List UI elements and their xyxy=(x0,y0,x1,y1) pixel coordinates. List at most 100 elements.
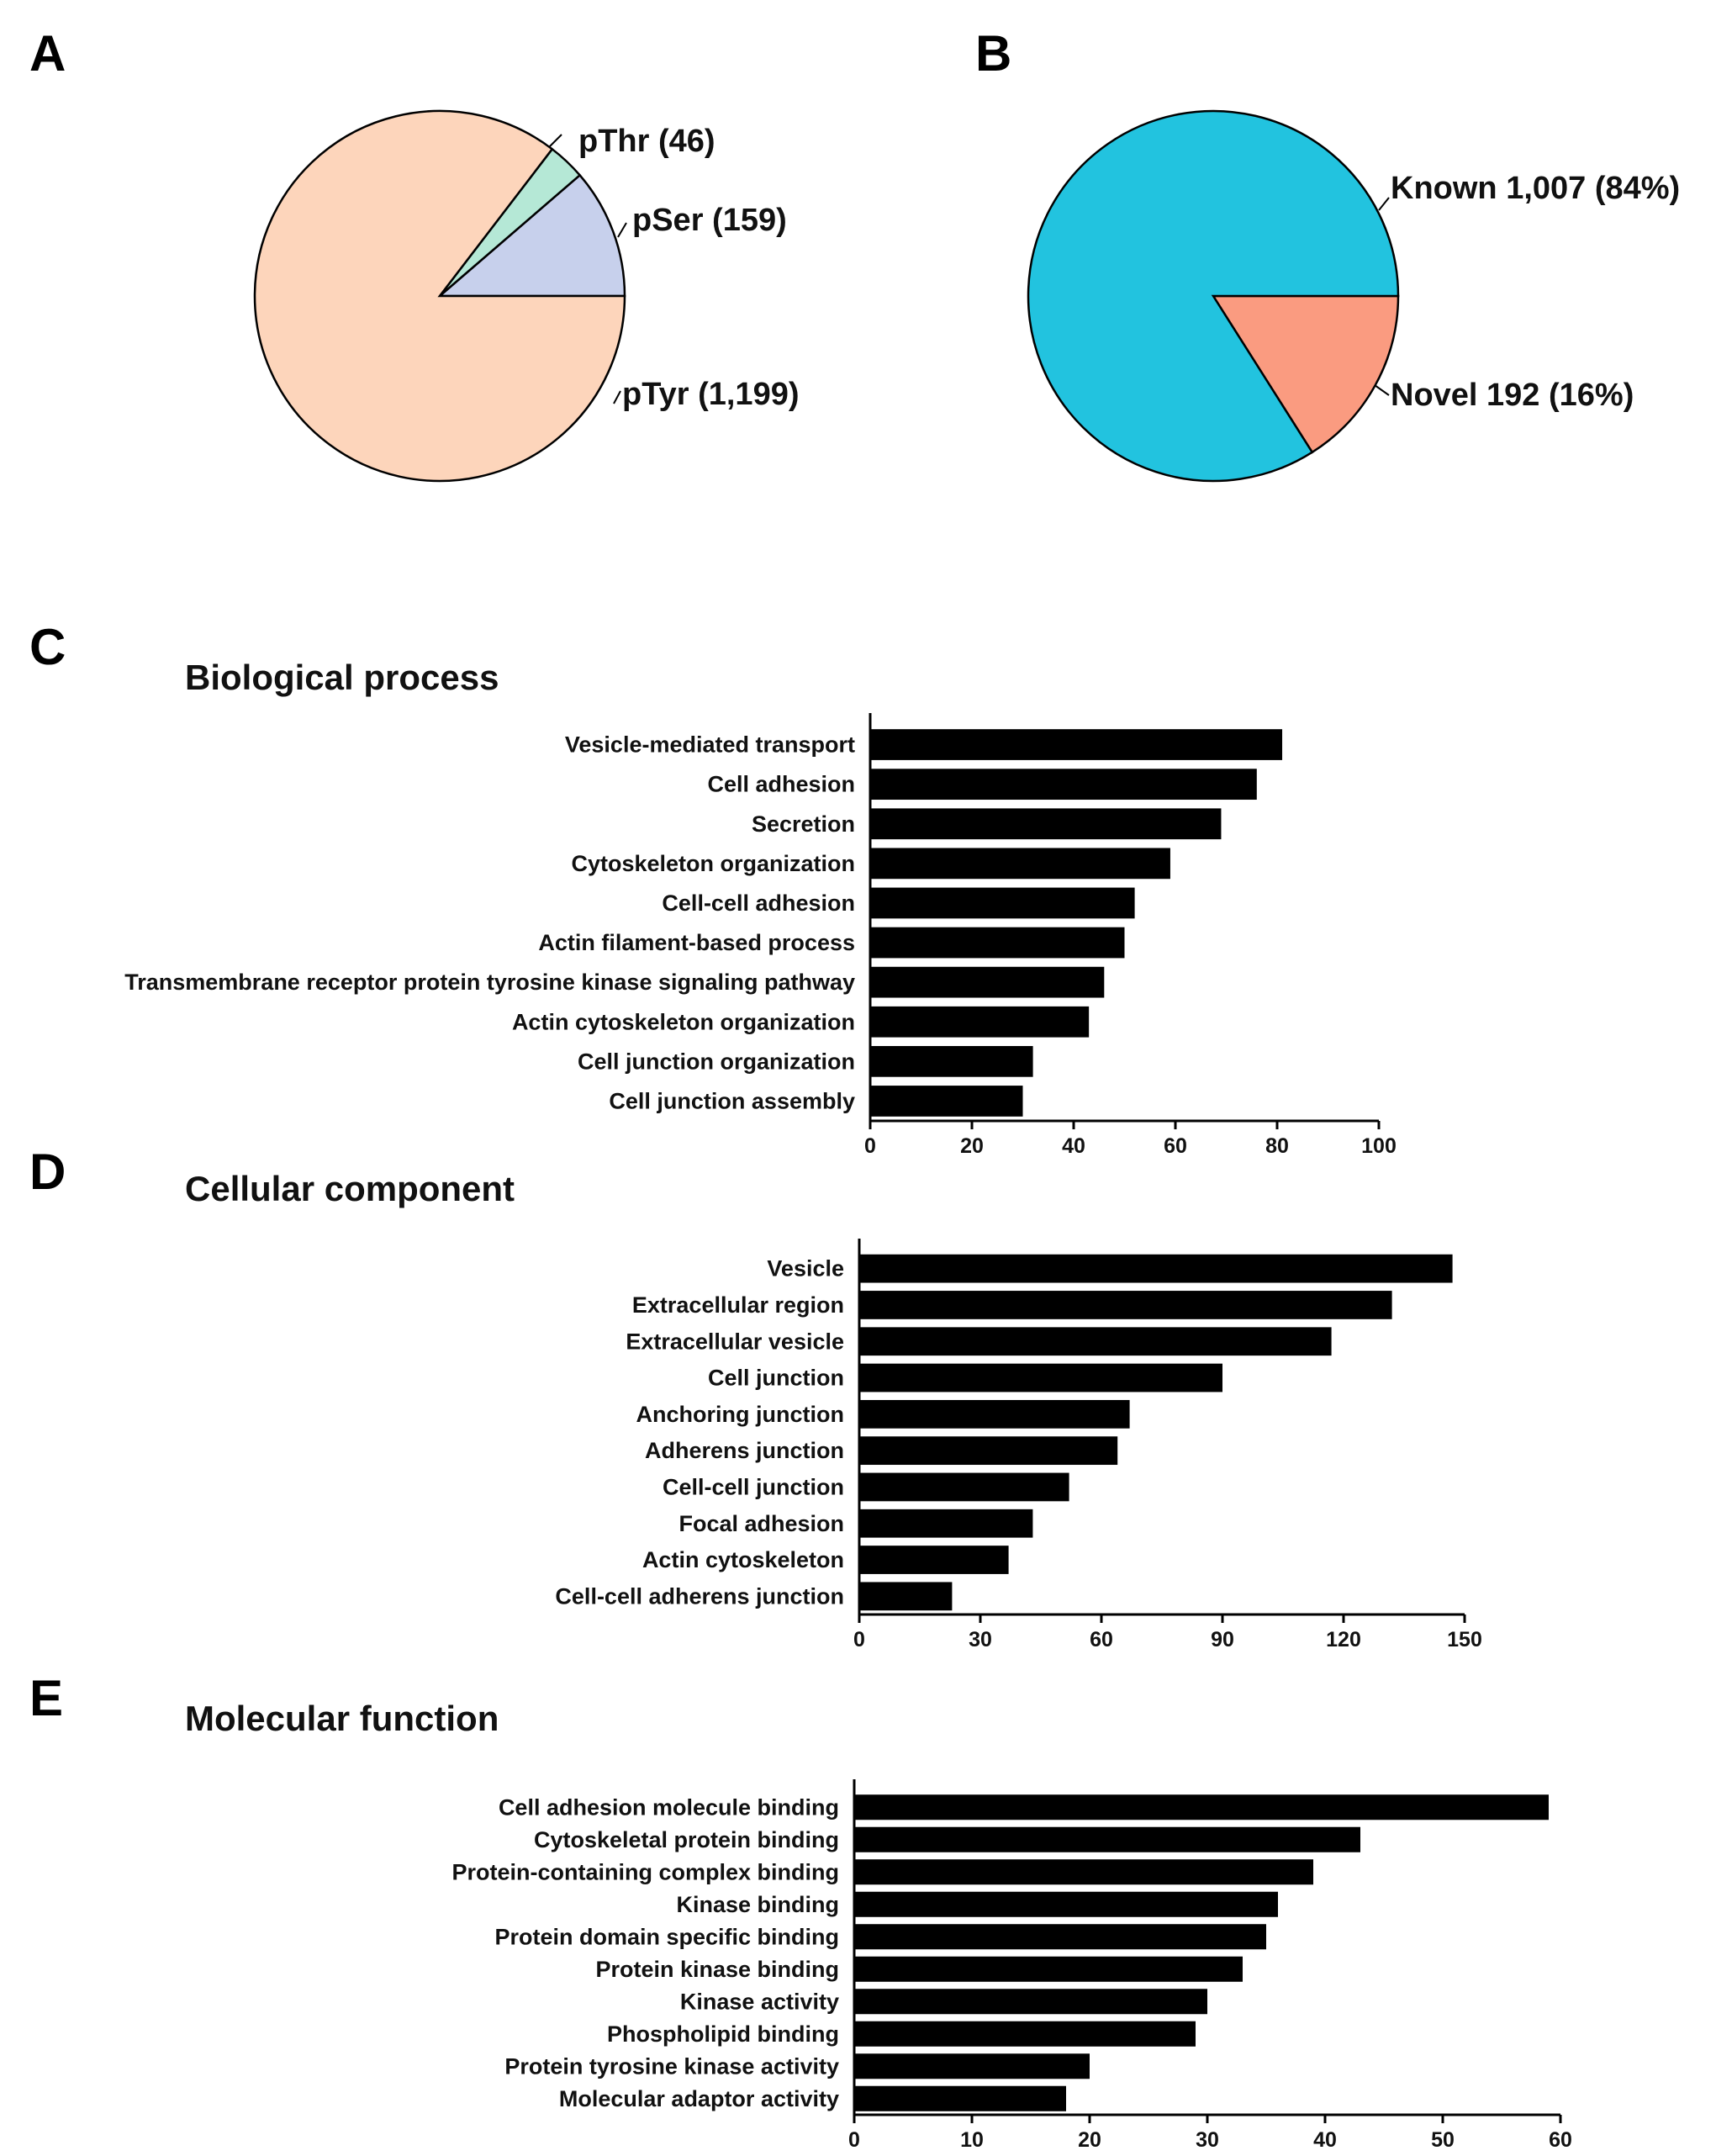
bar-chart-cellular-component: Vesicle Extracellular region Extracellular… xyxy=(555,1239,1482,1651)
bar-protein-domain-specific-binding xyxy=(854,1924,1266,1950)
category-label: Adherens junction xyxy=(645,1438,844,1463)
pie-leader-line xyxy=(617,222,627,238)
x-tick-label: 80 xyxy=(1265,1134,1289,1158)
bar-actin-cytoskeleton-organization xyxy=(870,1006,1090,1038)
bar-cell-junction xyxy=(859,1363,1222,1392)
panel-letter-d: D xyxy=(29,1144,66,1200)
category-label: Transmembrane receptor protein tyrosine … xyxy=(124,970,855,995)
panel-title-molecular-function: Molecular function xyxy=(185,1699,499,1738)
category-label: Actin cytoskeleton organization xyxy=(512,1009,855,1034)
x-tick-label: 10 xyxy=(960,2128,984,2152)
bar-cell-cell-adherens-junction xyxy=(859,1582,953,1611)
category-label: Protein-containing complex binding xyxy=(451,1859,839,1884)
panel-letter-e: E xyxy=(29,1670,63,1726)
panel-letter-c: C xyxy=(29,619,66,675)
bar-adherens-junction xyxy=(859,1436,1118,1466)
category-label: Cell-cell junction xyxy=(663,1474,844,1499)
category-label: Cytoskeleton organization xyxy=(571,851,855,876)
pie-leader-line xyxy=(1378,197,1390,211)
x-tick-label: 90 xyxy=(1211,1628,1234,1651)
bar-vesicle xyxy=(859,1254,1453,1283)
bar-protein-tyrosine-kinase-activity xyxy=(854,2053,1090,2079)
panel-letter-a: A xyxy=(29,25,66,82)
x-tick-label: 50 xyxy=(1431,2128,1455,2152)
x-tick-label: 150 xyxy=(1447,1628,1482,1651)
category-label: Cell junction xyxy=(708,1366,844,1391)
bar-phospholipid-binding xyxy=(854,2021,1196,2047)
category-label: Protein domain specific binding xyxy=(494,1924,839,1949)
bar-actin-filament-based-process xyxy=(870,927,1125,959)
bar-cytoskeleton-organization xyxy=(870,848,1170,880)
bar-anchoring-junction xyxy=(859,1399,1130,1429)
pie-slice-ptyr-1-199 xyxy=(253,109,626,483)
category-label: Actin filament-based process xyxy=(538,930,855,955)
category-label: Protein kinase binding xyxy=(595,1957,839,1982)
category-label: Extracellular region xyxy=(632,1292,844,1318)
x-tick-label: 60 xyxy=(1549,2128,1572,2152)
category-label: Anchoring junction xyxy=(636,1402,844,1427)
pie-label-ptyr-1-199: pTyr (1,199) xyxy=(622,377,799,412)
x-tick-label: 40 xyxy=(1062,1134,1085,1158)
bar-cell-adhesion xyxy=(870,769,1257,801)
x-tick-label: 60 xyxy=(1090,1628,1113,1651)
bar-kinase-activity xyxy=(854,1989,1207,2015)
bar-cytoskeletal-protein-binding xyxy=(854,1826,1360,1852)
bar-protein-containing-complex-binding xyxy=(854,1859,1313,1885)
category-label: Protein tyrosine kinase activity xyxy=(504,2053,839,2079)
panel-title-cellular-component: Cellular component xyxy=(185,1169,515,1208)
pie-chart-phospho-residues: pSer (159) pThr (46) pTyr (1,199) xyxy=(253,109,799,483)
pie-label-novel-192-16: Novel 192 (16%) xyxy=(1391,378,1634,413)
category-label: Cytoskeletal protein binding xyxy=(534,1827,839,1852)
category-label: Secretion xyxy=(752,811,855,837)
x-tick-label: 30 xyxy=(1196,2128,1219,2152)
bar-transmembrane-receptor-protein-tyrosine-kinase-signaling-pathway xyxy=(870,966,1105,998)
panel-letter-b: B xyxy=(975,25,1011,82)
bar-molecular-adaptor-activity xyxy=(854,2085,1066,2111)
bar-extracellular-region xyxy=(859,1291,1392,1319)
category-label: Vesicle-mediated transport xyxy=(565,732,855,758)
bar-secretion xyxy=(870,808,1222,840)
category-label: Cell adhesion xyxy=(707,772,855,797)
category-label: Kinase activity xyxy=(680,1989,839,2014)
x-tick-label: 40 xyxy=(1313,2128,1337,2152)
x-tick-label: 30 xyxy=(969,1628,992,1651)
category-label: Actin cytoskeleton xyxy=(642,1547,844,1572)
category-label: Focal adhesion xyxy=(678,1511,844,1536)
category-label: Cell adhesion molecule binding xyxy=(499,1794,839,1820)
panel-title-biological-process: Biological process xyxy=(185,658,499,697)
bar-protein-kinase-binding xyxy=(854,1956,1243,1982)
x-tick-label: 60 xyxy=(1164,1134,1187,1158)
x-tick-label: 20 xyxy=(960,1134,984,1158)
x-tick-label: 0 xyxy=(864,1134,876,1158)
pie-leader-line xyxy=(1374,384,1390,396)
category-label: Molecular adaptor activity xyxy=(559,2086,839,2111)
pie-slice-pser-159 xyxy=(436,173,626,298)
category-label: Cell junction organization xyxy=(578,1049,855,1074)
pie-label-pthr-46: pThr (46) xyxy=(578,124,715,159)
x-tick-label: 20 xyxy=(1078,2128,1101,2152)
bar-chart-molecular-function: Cell adhesion molecule binding Cytoskelet… xyxy=(451,1779,1572,2152)
x-tick-label: 0 xyxy=(848,2128,860,2152)
x-tick-label: 0 xyxy=(853,1628,865,1651)
category-label: Phospholipid binding xyxy=(607,2021,839,2047)
bar-actin-cytoskeleton xyxy=(859,1546,1009,1574)
category-label: Vesicle xyxy=(767,1256,844,1281)
bar-focal-adhesion xyxy=(859,1509,1033,1538)
category-label: Cell-cell adhesion xyxy=(662,890,855,916)
x-tick-label: 120 xyxy=(1326,1628,1361,1651)
pie-chart-known-novel: Novel 192 (16%) Known 1,007 (84%) xyxy=(1027,109,1680,483)
category-label: Cell-cell adherens junction xyxy=(555,1583,844,1609)
pie-label-known-1-007-84: Known 1,007 (84%) xyxy=(1391,171,1680,206)
bar-chart-biological-process: Vesicle-mediated transport Cell adhesion S… xyxy=(124,713,1397,1158)
pie-slice-known-1-007-84 xyxy=(1027,109,1400,483)
bar-kinase-binding xyxy=(854,1891,1278,1917)
x-tick-label: 100 xyxy=(1361,1134,1397,1158)
bar-cell-junction-organization xyxy=(870,1045,1033,1077)
bar-cell-cell-adhesion xyxy=(870,887,1135,919)
category-label: Kinase binding xyxy=(676,1892,839,1917)
bar-vesicle-mediated-transport xyxy=(870,729,1283,760)
category-label: Cell junction assembly xyxy=(609,1088,855,1113)
bar-cell-junction-assembly xyxy=(870,1086,1023,1117)
bar-extracellular-vesicle xyxy=(859,1327,1332,1356)
